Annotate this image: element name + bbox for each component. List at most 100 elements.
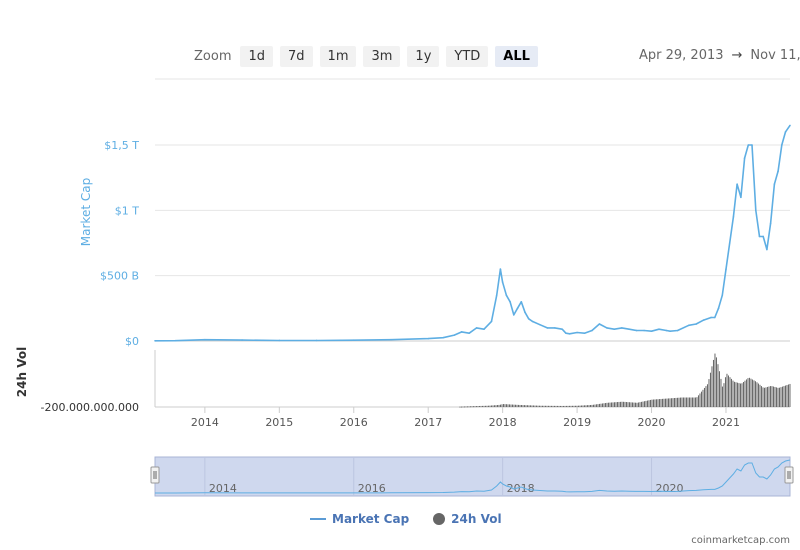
volume-bar xyxy=(621,401,623,407)
zoom-1m-button[interactable]: 1m xyxy=(319,45,357,67)
volume-bar xyxy=(469,406,471,408)
volume-bar xyxy=(633,402,635,407)
zoom-1d-button[interactable]: 1d xyxy=(240,45,274,67)
volume-bar xyxy=(655,399,657,407)
volume-bar xyxy=(723,383,725,407)
volume-bar xyxy=(625,402,627,407)
volume-bar xyxy=(510,404,512,407)
volume-bar xyxy=(493,405,495,407)
market-cap-point xyxy=(499,268,502,270)
volume-bar xyxy=(462,406,464,408)
volume-bar xyxy=(784,385,786,407)
navigator[interactable]: 2014 2016 2018 2020 xyxy=(150,456,794,497)
volume-bar xyxy=(486,405,488,407)
market-cap-point xyxy=(728,242,731,244)
zoom-ytd-button[interactable]: YTD xyxy=(446,45,489,67)
market-cap-point xyxy=(643,329,645,332)
volume-bar xyxy=(495,405,497,407)
zoom-1y-button[interactable]: 1y xyxy=(407,45,440,67)
volume-bar xyxy=(750,378,752,407)
volume-bar xyxy=(492,405,494,407)
handle-grip xyxy=(784,466,794,484)
credit-link[interactable]: coinmarketcap.com xyxy=(691,535,790,546)
volume-bar xyxy=(741,383,743,407)
volume-bar xyxy=(552,405,554,407)
volume-bar xyxy=(504,404,506,407)
market-cap-point xyxy=(520,301,523,303)
legend-item-market-cap[interactable]: Market Cap xyxy=(310,512,409,526)
market-cap-point xyxy=(747,144,750,146)
market-cap-point xyxy=(606,327,608,329)
market-cap-point xyxy=(628,328,631,331)
range-from-input[interactable]: Apr 29, 2013 xyxy=(639,48,724,63)
volume-bar xyxy=(616,402,618,407)
market-cap-point xyxy=(766,248,768,251)
volume-bar xyxy=(670,398,672,407)
market-cap-point xyxy=(460,331,463,333)
navigator-left-handle[interactable] xyxy=(150,466,160,484)
volume-bar xyxy=(634,402,636,407)
volume-bar xyxy=(787,384,789,407)
volume-bar xyxy=(666,398,668,407)
volume-bar xyxy=(592,404,594,407)
navigator-right-handle[interactable] xyxy=(784,466,794,484)
volume-bar xyxy=(624,401,626,407)
market-cap-point xyxy=(352,339,355,342)
zoom-3m-button[interactable]: 3m xyxy=(363,45,401,67)
navigator-tick-label: 2014 xyxy=(209,482,237,495)
market-cap-point xyxy=(635,329,638,332)
volume-bar xyxy=(721,386,723,407)
market-cap-point xyxy=(583,332,586,334)
volume-bar xyxy=(699,393,701,407)
volume-bar xyxy=(672,398,674,407)
range-to-input[interactable]: Nov 11, 2 xyxy=(750,48,800,63)
volume-bar xyxy=(682,397,684,407)
volume-bar xyxy=(751,379,753,407)
gridlines xyxy=(154,78,790,408)
volume-bar xyxy=(651,399,653,407)
volume-bar xyxy=(526,405,528,407)
volume-bar xyxy=(525,405,527,407)
market-cap-point xyxy=(241,339,243,341)
volume-bar xyxy=(622,401,624,407)
volume-bar xyxy=(565,405,567,407)
legend-item-volume[interactable]: 24h Vol xyxy=(433,512,502,526)
volume-bar xyxy=(607,402,609,407)
dot-swatch-icon xyxy=(433,513,446,525)
axes: $0 $500 B $1 T $1,5 T Market Cap -200.000.000… xyxy=(15,139,740,429)
market-cap-point xyxy=(315,339,318,342)
market-cap-point xyxy=(721,294,724,297)
x-tick-label: 2015 xyxy=(265,416,293,429)
volume-bar xyxy=(516,404,518,407)
volume-bar xyxy=(522,405,524,407)
navigator-tick-label: 2018 xyxy=(507,482,535,495)
volume-bar xyxy=(772,386,774,407)
volume-bar xyxy=(508,404,510,407)
volume-bar xyxy=(640,401,642,407)
volume-bar xyxy=(706,384,708,407)
market-cap-point xyxy=(695,323,698,325)
market-cap-point xyxy=(714,316,716,319)
volume-bar xyxy=(502,404,504,407)
volume-bar xyxy=(760,386,762,407)
volume-bar xyxy=(562,405,564,407)
volume-bar xyxy=(513,404,515,407)
volume-bar xyxy=(589,405,591,407)
volume-bar xyxy=(459,406,461,408)
market-cap-point xyxy=(620,327,623,329)
volume-bar xyxy=(594,404,596,407)
zoom-all-button[interactable]: ALL xyxy=(495,45,538,67)
volume-bar xyxy=(688,397,690,407)
volume-bar xyxy=(582,405,584,407)
volume-bar xyxy=(724,377,726,407)
market-cap-point xyxy=(174,339,176,342)
volume-bar xyxy=(660,398,662,407)
market-cap-point xyxy=(784,131,787,133)
market-cap-point xyxy=(505,294,508,297)
volume-axis-title: 24h Vol xyxy=(15,347,29,397)
x-tick-label: 2016 xyxy=(340,416,368,429)
volume-bar xyxy=(558,405,560,407)
volume-bar xyxy=(709,372,711,407)
volume-bar xyxy=(775,387,777,407)
zoom-7d-button[interactable]: 7d xyxy=(280,45,313,67)
